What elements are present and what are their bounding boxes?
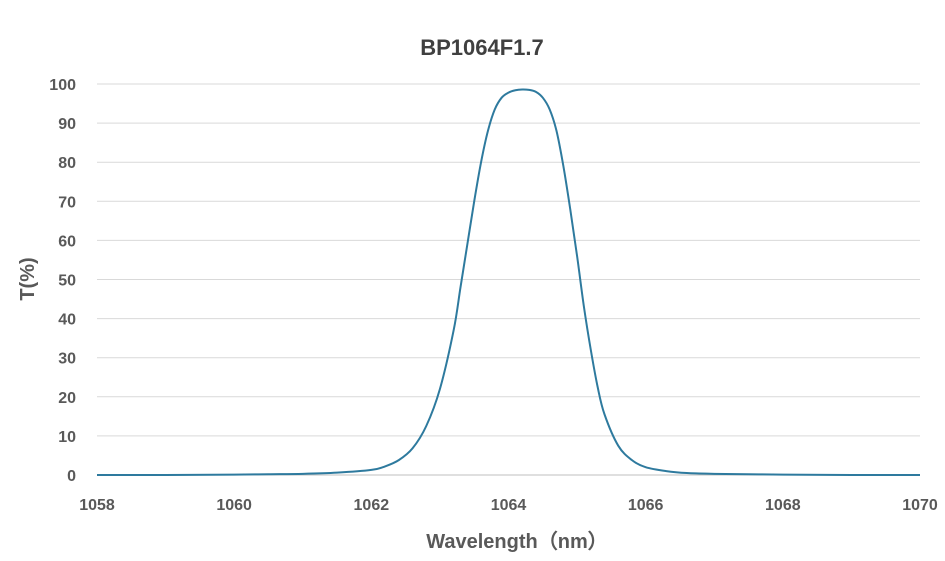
y-tick-label: 50 (58, 273, 76, 290)
y-axis-label: T(%) (17, 257, 39, 300)
y-tick-label: 70 (58, 194, 76, 211)
y-tick-label: 30 (58, 351, 76, 368)
x-tick-label: 1068 (765, 497, 801, 514)
x-tick-label: 1066 (628, 497, 664, 514)
x-tick-label: 1058 (79, 497, 115, 514)
x-axis-label: Wavelength（nm） (426, 530, 608, 553)
y-tick-label: 90 (58, 116, 76, 133)
series-layer (96, 88, 921, 477)
x-tick-label: 1064 (491, 497, 527, 514)
x-axis-ticks: 1058 1060 1062 1064 1066 1068 1070 (79, 497, 938, 514)
y-tick-label: 80 (58, 155, 76, 172)
x-tick-label: 1062 (354, 497, 390, 514)
y-tick-label: 0 (67, 468, 76, 485)
y-axis-ticks: 0 10 20 30 40 50 60 70 80 90 100 (49, 77, 76, 485)
chart-title: BP1064F1.7 (420, 35, 544, 60)
y-tick-label: 40 (58, 312, 76, 329)
x-tick-label: 1060 (216, 497, 252, 514)
y-tick-label: 100 (49, 77, 76, 94)
y-tick-label: 20 (58, 390, 76, 407)
x-tick-label: 1070 (902, 497, 938, 514)
y-tick-label: 10 (58, 429, 76, 446)
gridlines (97, 83, 920, 476)
transmission-curve (96, 88, 921, 477)
y-tick-label: 60 (58, 233, 76, 250)
